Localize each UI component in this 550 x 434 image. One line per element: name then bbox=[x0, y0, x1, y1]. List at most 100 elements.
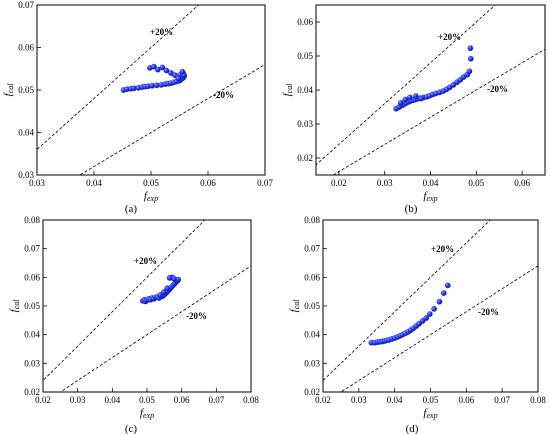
band-lines bbox=[323, 220, 538, 392]
upper-band-label: +20% bbox=[431, 244, 454, 254]
y-tick-label: 0.04 bbox=[297, 85, 313, 95]
x-tick-label: 0.05 bbox=[468, 178, 484, 188]
data-point bbox=[164, 285, 170, 292]
lower-band-label: -20% bbox=[213, 90, 234, 100]
y-tick-label: 0.05 bbox=[304, 301, 320, 311]
upper-band-line bbox=[323, 220, 491, 382]
y-tick-label: 0.08 bbox=[24, 215, 40, 225]
y-axis-label: fcal bbox=[288, 299, 301, 313]
x-tick-label: 0.05 bbox=[143, 178, 159, 188]
data-point bbox=[159, 64, 166, 71]
panel-caption: (a) bbox=[125, 203, 138, 215]
y-tick-label: 0.03 bbox=[297, 119, 313, 129]
y-tick-label: 0.05 bbox=[18, 85, 34, 95]
data-point bbox=[426, 311, 433, 317]
x-tick-label: 0.03 bbox=[351, 395, 367, 405]
data-point bbox=[157, 292, 164, 298]
data-point bbox=[407, 94, 413, 101]
x-tick-label: 0.04 bbox=[387, 395, 403, 405]
x-axis-label: fexp bbox=[423, 407, 437, 420]
panel-2: 0.02 0.03 0.04 0.05 0.06 0.07 0.08 0.02 0.03 0.04… bbox=[8, 215, 259, 434]
plot-frame bbox=[42, 219, 252, 393]
x-tick-label: 0.04 bbox=[104, 395, 120, 405]
upper-band-line bbox=[316, 5, 496, 166]
x-tick-label: 0.07 bbox=[208, 395, 224, 405]
x-tick-label: 0.08 bbox=[530, 395, 546, 405]
data-point bbox=[418, 95, 425, 102]
lower-band-label: -20% bbox=[478, 307, 499, 317]
x-tick-label: 0.03 bbox=[377, 178, 393, 188]
scatter-points bbox=[120, 63, 187, 93]
y-tick-label: 0.05 bbox=[297, 51, 313, 61]
data-point bbox=[179, 68, 186, 75]
y-tick-label: 0.07 bbox=[24, 244, 40, 254]
data-point bbox=[175, 75, 182, 82]
x-tick-label: 0.03 bbox=[70, 395, 86, 405]
upper-band-line bbox=[43, 220, 206, 382]
x-axis-label: fexp bbox=[140, 407, 154, 420]
lower-band-label: -20% bbox=[186, 311, 207, 321]
upper-band-line bbox=[37, 5, 200, 151]
y-tick-label: 0.06 bbox=[18, 43, 34, 53]
y-axis-label: fcal bbox=[2, 83, 15, 97]
x-tick-label: 0.04 bbox=[423, 178, 439, 188]
y-tick-label: 0.05 bbox=[24, 301, 40, 311]
panel-1: 0.02 0.03 0.04 0.05 0.06 0.02 0.03 0.04 0.05 0.06… bbox=[281, 4, 546, 215]
plot-frame bbox=[315, 4, 546, 176]
y-tick-label: 0.06 bbox=[297, 17, 313, 27]
x-tick-label: 0.02 bbox=[35, 395, 51, 405]
y-tick-label: 0.02 bbox=[304, 387, 320, 397]
upper-band-label: +20% bbox=[150, 27, 173, 37]
y-tick-label: 0.02 bbox=[24, 387, 40, 397]
data-point bbox=[166, 275, 173, 281]
data-point bbox=[467, 55, 474, 62]
x-tick-label: 0.05 bbox=[139, 395, 155, 405]
lower-band-line bbox=[59, 265, 251, 392]
y-tick-label: 0.03 bbox=[18, 170, 34, 180]
x-tick-label: 0.02 bbox=[315, 395, 331, 405]
data-point bbox=[466, 68, 473, 75]
scatter-points bbox=[393, 45, 474, 112]
x-tick-label: 0.07 bbox=[257, 178, 273, 188]
y-tick-label: 0.03 bbox=[24, 358, 40, 368]
panel-caption: (d) bbox=[406, 423, 419, 434]
data-point bbox=[151, 63, 157, 70]
band-lines bbox=[316, 5, 545, 175]
upper-band-label: +20% bbox=[134, 256, 157, 266]
data-point bbox=[163, 67, 170, 74]
x-axis-label: fexp bbox=[144, 190, 158, 203]
data-point bbox=[431, 306, 437, 312]
data-point bbox=[397, 100, 404, 106]
x-tick-label: 0.04 bbox=[86, 178, 102, 188]
y-tick-label: 0.04 bbox=[24, 330, 40, 340]
panel-caption: (b) bbox=[405, 203, 418, 215]
x-tick-label: 0.06 bbox=[174, 395, 190, 405]
data-point bbox=[436, 298, 443, 305]
lower-band-label: -20% bbox=[487, 84, 508, 94]
x-tick-label: 0.07 bbox=[494, 395, 510, 405]
y-tick-label: 0.03 bbox=[304, 358, 320, 368]
y-tick-label: 0.07 bbox=[304, 244, 320, 254]
y-tick-label: 0.04 bbox=[18, 128, 34, 138]
data-point bbox=[467, 45, 474, 52]
x-tick-label: 0.06 bbox=[458, 395, 474, 405]
x-tick-label: 0.05 bbox=[423, 395, 439, 405]
y-tick-label: 0.07 bbox=[18, 0, 34, 10]
x-tick-label: 0.06 bbox=[514, 178, 530, 188]
panel-0: 0.03 0.04 0.05 0.06 0.07 0.03 0.04 0.05 0.06 0.07… bbox=[2, 0, 273, 215]
x-axis-label: fexp bbox=[423, 190, 437, 203]
lower-band-line bbox=[78, 64, 265, 175]
x-tick-label: 0.06 bbox=[200, 178, 216, 188]
lower-band-line bbox=[340, 265, 538, 392]
data-point bbox=[444, 282, 451, 289]
y-tick-label: 0.04 bbox=[304, 330, 320, 340]
y-tick-label: 0.08 bbox=[304, 215, 320, 225]
x-tick-label: 0.03 bbox=[29, 178, 45, 188]
y-tick-label: 0.02 bbox=[297, 153, 313, 163]
data-point bbox=[440, 290, 447, 296]
y-axis-label: fcal bbox=[8, 299, 21, 313]
data-point bbox=[423, 315, 430, 321]
upper-band-label: +20% bbox=[438, 32, 461, 42]
y-axis-label: fcal bbox=[281, 83, 294, 97]
x-tick-label: 0.02 bbox=[331, 178, 347, 188]
